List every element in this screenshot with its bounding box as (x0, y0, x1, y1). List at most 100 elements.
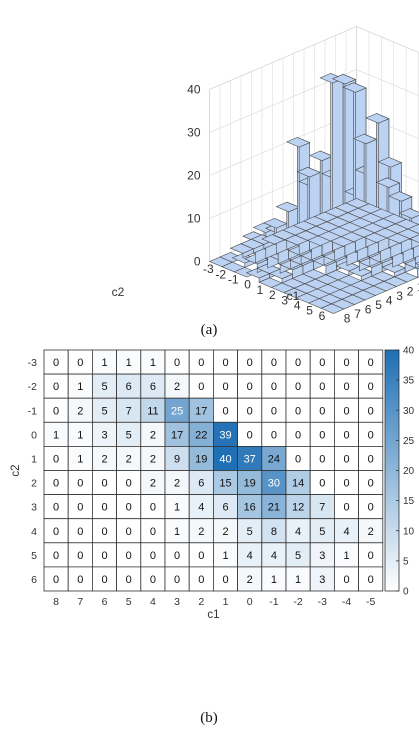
cell-label: 2 (126, 453, 132, 465)
y-tick-label: 1 (31, 453, 37, 465)
cell-label: 1 (295, 574, 301, 586)
cell-label: 6 (126, 381, 132, 393)
x-tick-label: 3 (174, 596, 180, 608)
x-tick-label: 0 (247, 596, 253, 608)
z-tick-label: 0 (194, 255, 201, 269)
z-tick-label: 40 (187, 83, 201, 97)
heatmap-cell (285, 470, 311, 496)
y-tick-label: 0 (31, 429, 37, 441)
heatmap-cell (309, 446, 335, 471)
c1-tick-label: 2 (407, 284, 414, 298)
cell-label: 0 (247, 381, 253, 393)
y-tick-label: 5 (31, 550, 37, 562)
cell-label: 0 (101, 550, 107, 562)
cell-label: 0 (343, 574, 349, 586)
y-axis-label: c2 (10, 464, 22, 476)
cell-label: 0 (126, 478, 132, 490)
heatmap-cell (67, 373, 93, 399)
heatmap-cell (67, 421, 93, 447)
heatmap-cell (164, 566, 190, 592)
caption-b: (b) (200, 710, 218, 726)
z-tick-label: 10 (187, 212, 201, 226)
cell-label: 0 (198, 357, 204, 369)
cell-label: 2 (247, 574, 253, 586)
c1-tick-label: 4 (386, 293, 393, 307)
c2-tick-label: 4 (294, 299, 301, 313)
cell-label: 0 (247, 429, 253, 441)
cell-label: 2 (150, 429, 156, 441)
cell-label: 0 (77, 357, 83, 369)
cell-label: 1 (174, 526, 180, 538)
cell-label: 4 (295, 526, 301, 538)
y-tick-label: -2 (28, 381, 37, 393)
cell-label: 0 (77, 502, 83, 514)
cell-label: 17 (171, 429, 183, 441)
cell-label: 5 (101, 381, 107, 393)
cell-label: 0 (77, 550, 83, 562)
c2-tick-label: 2 (269, 288, 276, 302)
heatmap-cell (116, 373, 142, 399)
cell-label: 0 (368, 381, 374, 393)
cell-label: 0 (198, 381, 204, 393)
bar (414, 261, 419, 266)
cell-label: 16 (244, 502, 256, 514)
bar-top (342, 82, 367, 93)
cell-label: 0 (222, 405, 228, 417)
heatmap-cell (309, 566, 335, 592)
cell-label: 39 (219, 429, 231, 441)
cell-label: 0 (343, 478, 349, 490)
cell-label: 7 (126, 405, 132, 417)
c2-tick-label: -3 (203, 262, 214, 276)
heatmap-cell (285, 421, 311, 447)
heatmap-cell (116, 446, 142, 471)
cell-label: 0 (295, 381, 301, 393)
cell-label: 0 (368, 550, 374, 562)
cell-label: 0 (247, 357, 253, 369)
cell-label: 0 (77, 526, 83, 538)
cell-label: 0 (53, 405, 59, 417)
cell-label: 0 (53, 550, 59, 562)
x-tick-label: 1 (223, 596, 229, 608)
cell-label: 0 (319, 405, 325, 417)
cell-label: 0 (319, 357, 325, 369)
heatmap-cell (43, 566, 69, 592)
cell-label: 1 (222, 550, 228, 562)
heatmap-cell (261, 446, 287, 471)
heatmap-cell (212, 566, 238, 592)
cell-label: 1 (53, 429, 59, 441)
cell-label: 0 (126, 574, 132, 586)
x-axis-label: c1 (207, 609, 219, 621)
x-tick-label: 4 (150, 596, 156, 608)
heatmap-cell (261, 542, 287, 568)
z-tick-label: 30 (187, 126, 201, 140)
c2-tick-label: 5 (306, 304, 313, 318)
heatmap-cell (164, 542, 190, 568)
cell-label: 8 (271, 526, 277, 538)
z-tick-label: 20 (187, 169, 201, 183)
heatmap-cell (212, 470, 238, 496)
cell-label: 17 (195, 405, 207, 417)
cell-label: 0 (368, 453, 374, 465)
cell-label: 21 (268, 502, 280, 514)
heatmap-cell (285, 518, 311, 544)
c1-tick-label: 3 (396, 289, 403, 303)
c1-tick-label: 6 (365, 302, 372, 316)
bar-top (393, 271, 419, 283)
x-tick-label: -4 (342, 596, 351, 608)
cell-label: 37 (244, 453, 256, 465)
cell-label: 0 (150, 526, 156, 538)
heatmap-cell (43, 446, 69, 471)
y-tick-label: -3 (28, 357, 37, 369)
cell-label: 30 (268, 478, 280, 490)
heatmap-cell (92, 470, 118, 496)
bar (409, 234, 419, 243)
heatmap-cell (285, 446, 311, 471)
cell-label: 0 (295, 453, 301, 465)
bar-top (263, 218, 288, 229)
cell-label: 4 (247, 550, 253, 562)
colorbar-tick-label: 40 (403, 346, 415, 357)
x-tick-label: -5 (366, 596, 375, 608)
heatmap-cell (261, 518, 287, 544)
bar-top (268, 268, 294, 280)
cell-label: 19 (244, 478, 256, 490)
